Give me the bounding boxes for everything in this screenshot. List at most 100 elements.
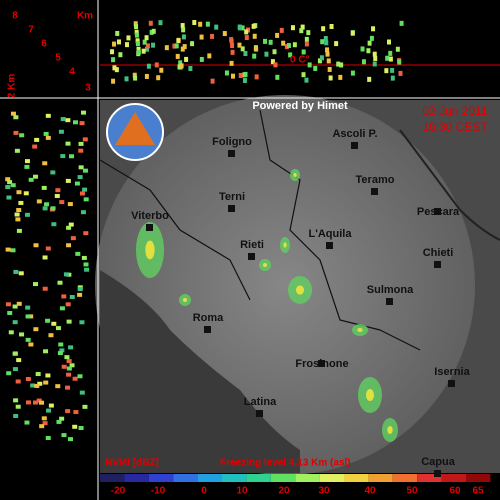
echo-cell: [135, 38, 140, 44]
side-label: 2 Km: [7, 74, 18, 99]
city-label: L'Aquila: [309, 228, 353, 240]
echo-cell: [244, 35, 249, 41]
echo-cell: [151, 28, 156, 34]
city-label: Chieti: [423, 247, 454, 259]
city-label: Rieti: [240, 239, 264, 251]
echo-cell: [275, 74, 280, 80]
echo-cell: [82, 187, 88, 192]
echo-cell: [28, 314, 34, 319]
echo-cell: [240, 46, 245, 52]
echo-cell: [45, 318, 51, 323]
echo-cell: [7, 310, 13, 315]
echo-cell: [45, 246, 51, 251]
echo-cell: [32, 282, 38, 287]
echo-cell: [66, 359, 72, 364]
echo-cell: [136, 46, 141, 52]
echo-cell: [42, 421, 48, 426]
colorbar-swatch: [295, 474, 320, 482]
echo-cell: [69, 363, 75, 368]
echo-cell: [26, 400, 32, 405]
colorbar-swatch: [441, 474, 466, 482]
echo-cell: [79, 390, 85, 395]
echo-cell: [275, 32, 280, 38]
echo-cell: [45, 436, 51, 441]
echo-cell: [111, 78, 116, 84]
echo-cell: [290, 25, 295, 31]
echo-cell: [19, 332, 25, 337]
echo-cell: [328, 75, 333, 81]
echo-cell: [5, 302, 11, 307]
echo-cell: [12, 367, 18, 372]
echo-cell: [10, 111, 16, 116]
city-marker: [326, 242, 333, 249]
echo-cell: [73, 410, 79, 415]
echo-cell: [70, 236, 76, 241]
echo-cell: [237, 24, 242, 30]
echo-cell: [33, 327, 39, 332]
echo-cell: [367, 76, 372, 82]
echo-cell: [65, 141, 71, 146]
echo-cell: [59, 416, 65, 421]
echo-cell: [82, 404, 88, 409]
echo-cell: [244, 29, 249, 35]
colorbar-label: 0: [201, 486, 207, 497]
echo-cell: [301, 72, 306, 78]
echo-cell: [264, 51, 269, 57]
echo-cell: [50, 206, 56, 211]
colorbar-swatch: [148, 474, 174, 482]
echo-cell: [13, 115, 19, 120]
colorbar-swatch: [100, 474, 125, 482]
echo-cell: [281, 40, 286, 46]
echo-cell: [243, 71, 248, 77]
echo-cell: [82, 137, 88, 142]
echo-cell: [369, 35, 374, 41]
echo-cell: [65, 178, 71, 183]
echo-cell: [210, 33, 215, 39]
city-label: Isernia: [434, 366, 470, 378]
echo-cell: [61, 294, 67, 299]
echo-cell: [33, 400, 39, 405]
echo-cell: [199, 34, 204, 40]
echo-cell: [41, 416, 47, 421]
echo-cell: [146, 63, 151, 69]
echo-cell: [25, 337, 31, 342]
echo-cell: [42, 255, 48, 260]
echo-cell: [325, 47, 330, 53]
city-marker: [228, 150, 235, 157]
echo-cell: [320, 39, 325, 45]
echo-cell: [398, 70, 403, 76]
colorbar-label: 50: [406, 486, 418, 497]
echo-cell: [80, 210, 86, 215]
echo-cell: [350, 30, 355, 36]
height-label: 5: [55, 53, 61, 64]
echo-cell: [24, 159, 30, 164]
echo-cell: [66, 225, 72, 230]
echo-cell: [18, 200, 24, 205]
echo-cell: [44, 202, 50, 207]
echo-cell: [59, 348, 65, 353]
echo-cell: [372, 61, 377, 67]
echo-cell: [384, 68, 389, 74]
unit: Km: [77, 11, 93, 22]
echo-cell: [16, 208, 22, 213]
echo-cell: [25, 305, 31, 310]
echo-cell: [126, 35, 131, 41]
colorbar-swatch: [124, 474, 149, 482]
echoes: [5, 20, 404, 442]
echo-cell: [74, 181, 80, 186]
city-label: Frosinone: [295, 358, 348, 370]
city-marker: [386, 298, 393, 305]
echo-cell: [158, 20, 163, 26]
echo-cell: [300, 24, 305, 30]
echo-cell: [51, 222, 57, 227]
echo-cell: [198, 21, 203, 27]
colorbar-swatch: [466, 474, 491, 482]
echo-cell: [154, 62, 159, 68]
echo-cell: [5, 185, 11, 190]
echo-cell: [324, 40, 329, 46]
echo-core: [183, 298, 187, 302]
echo-cell: [54, 193, 60, 198]
echo-cell: [190, 41, 195, 47]
colorbar-swatch: [417, 474, 442, 482]
echo-cell: [69, 294, 75, 299]
